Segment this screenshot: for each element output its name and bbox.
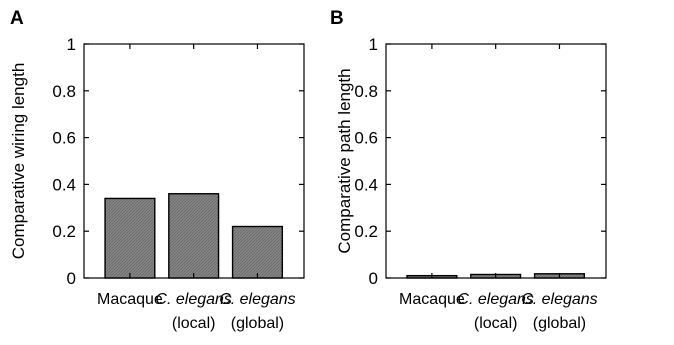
y-tick-label: 0.6 [52, 129, 76, 148]
y-axis-label: Comparative path length [335, 68, 354, 253]
x-tick-label-italic: C. [457, 291, 473, 308]
x-tick-label-italic: C. [219, 291, 235, 308]
x-tick-label: Macaque [97, 291, 163, 308]
y-tick-label: 0 [67, 269, 76, 288]
x-tick-label-line2: (local) [474, 315, 518, 332]
x-tick-label-rest: elegans [537, 291, 598, 308]
y-tick-label: 0.4 [52, 175, 76, 194]
x-tick-label: C. elegans [219, 291, 296, 308]
chart-panel-b: B 0 0.2 0.4 0.6 0.8 1 Comparative path length Ma… [330, 8, 607, 332]
panel-letter: A [10, 8, 24, 29]
x-tick-label-rest: elegans [171, 291, 232, 308]
x-tick-label-line2: (local) [172, 315, 216, 332]
bar [168, 193, 220, 279]
y-tick-label: 0.8 [52, 82, 76, 101]
x-tick-label: C. elegans [521, 291, 598, 308]
x-tick-label-line2: (global) [533, 315, 586, 332]
y-axis-label: Comparative wiring length [9, 63, 28, 260]
bar [231, 225, 284, 279]
x-tick-label-line2: (global) [231, 315, 284, 332]
y-tick-label: 0.6 [354, 129, 378, 148]
y-tick-label: 0.4 [354, 175, 378, 194]
x-tick-label-rest: elegans [235, 291, 296, 308]
y-tick-label: 1 [67, 35, 76, 54]
x-tick-label: C. elegans [155, 291, 232, 308]
x-tick-label-italic: C. [155, 291, 171, 308]
y-tick-label: 0.8 [354, 82, 378, 101]
x-tick-label-rest: elegans [473, 291, 534, 308]
y-tick-label: 1 [369, 35, 378, 54]
y-tick-label: 0.2 [354, 222, 378, 241]
plot-frame [385, 43, 607, 279]
panel-letter: B [330, 8, 344, 29]
x-tick-label-italic: C. [521, 291, 537, 308]
bar [104, 197, 156, 279]
x-tick-label: Macaque [399, 291, 465, 308]
chart-panel-a: A 0 0.2 0.4 0.6 0.8 1 Comparative wiring length… [9, 8, 305, 332]
y-tick-label: 0.2 [52, 222, 76, 241]
x-tick-label: C. elegans [457, 291, 534, 308]
y-tick-label: 0 [369, 269, 378, 288]
